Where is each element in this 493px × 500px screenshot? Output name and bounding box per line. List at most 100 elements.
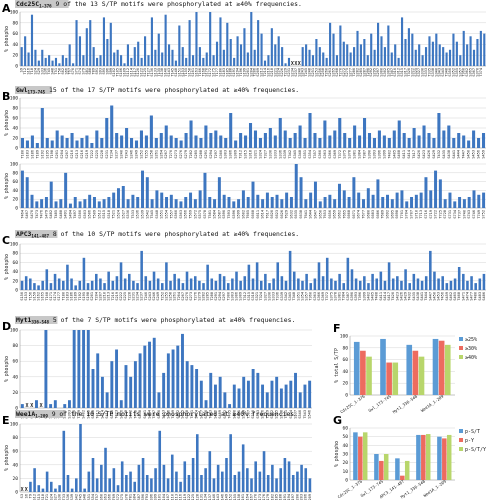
x-tick-label: S656 [328, 210, 332, 219]
x-tick-label: S330 [421, 68, 425, 77]
x-tick-label: T507 [246, 410, 250, 419]
bar [438, 44, 441, 66]
bar [301, 47, 304, 66]
bar [414, 194, 418, 208]
bar [400, 475, 405, 480]
x-tick-label: S722 [434, 210, 438, 219]
bar [141, 458, 145, 492]
bar [107, 197, 111, 208]
x-tick-label: T749 [477, 210, 481, 219]
bar [141, 170, 144, 208]
x-tick-label: S315 [400, 68, 404, 77]
x-tick-label: S596 [232, 210, 236, 219]
bar [49, 481, 53, 492]
bar [251, 369, 255, 408]
x-tick-label: S336 [278, 150, 282, 159]
x-tick-label: T432 [437, 150, 441, 159]
x-tick-label: S153 [24, 292, 28, 301]
x-tick-label: S203 [300, 494, 304, 500]
bar [86, 330, 90, 408]
bar [53, 400, 57, 408]
x-tick-label: S477 [470, 292, 474, 301]
x-tick-label: S491 [64, 210, 68, 219]
bar [270, 28, 273, 66]
bar [250, 12, 253, 66]
bar [175, 471, 178, 492]
x-tick-label: S530 [126, 210, 130, 219]
x-tick-label: T182 [270, 494, 274, 500]
x-tick-label: T158 [237, 494, 241, 500]
bar [234, 140, 238, 148]
bar [472, 130, 476, 148]
x-tick-label: T297 [214, 150, 218, 159]
x-tick-label: S405 [392, 150, 396, 159]
bar [299, 177, 303, 208]
x-tick-label: S668 [347, 210, 351, 219]
x-tick-label: S213 [107, 292, 111, 301]
x-tick-label: S357 [458, 68, 462, 77]
x-tick-label: S423 [422, 150, 426, 159]
x-tick-label: S285 [194, 150, 198, 159]
bar [278, 118, 282, 148]
legend-entry: ≥25% [465, 337, 477, 343]
bar [452, 138, 456, 148]
x-tick-label: S150 [20, 292, 24, 301]
bar [419, 192, 423, 208]
y-tick-label: 100 [10, 328, 19, 334]
x-tick-label: S96 [149, 494, 153, 500]
x-tick-label: S432 [129, 410, 133, 419]
x-tick-label: S282 [356, 68, 360, 77]
x-tick-label: S486 [213, 410, 217, 419]
bar [91, 458, 95, 492]
bar [41, 488, 45, 492]
bar [395, 458, 400, 480]
bar [159, 133, 163, 148]
y-tick-label: 20 [12, 278, 18, 284]
x-tick-label: S590 [222, 210, 226, 219]
bar [112, 468, 116, 492]
bar [204, 400, 208, 408]
panel-c-title: APC3141-487 8 of the 10 S/TP motifs were… [15, 230, 299, 239]
x-tick-label: S29 [37, 68, 41, 75]
x-tick-label: T557 [169, 210, 173, 219]
x-tick-label: S303 [224, 150, 228, 159]
bar [275, 478, 278, 492]
bar [342, 190, 346, 208]
bar [140, 250, 143, 290]
x-tick-label: S79 [81, 68, 85, 75]
x-tick-label: S279 [197, 292, 201, 301]
x-tick-label: S95 [102, 68, 106, 75]
bar [422, 125, 426, 148]
bar [255, 262, 259, 290]
y-tick-label: 40 [342, 443, 348, 449]
bar [129, 471, 132, 492]
bar [109, 22, 112, 66]
bar [356, 30, 359, 66]
x-tick-label: S494 [68, 210, 72, 219]
x-tick-label: S525 [275, 410, 279, 419]
y-tick-label: 20 [12, 197, 18, 203]
bar [229, 434, 232, 492]
bar [106, 39, 109, 66]
x-tick-label: S204 [249, 68, 253, 77]
bar [380, 36, 383, 66]
bar [244, 135, 248, 148]
legend-swatch [459, 429, 463, 433]
bar [432, 338, 439, 395]
bar [200, 475, 203, 492]
x-tick-label: S66 [108, 494, 112, 500]
bar [448, 49, 452, 66]
bar [232, 201, 236, 208]
bar [179, 201, 183, 208]
bar [309, 192, 313, 208]
bar [370, 33, 373, 66]
bar [116, 188, 120, 208]
x-tick-label: T33 [62, 494, 66, 500]
x-tick-label: S728 [443, 210, 447, 219]
x-tick-label: S369 [333, 150, 337, 159]
x-tick-label: S378 [333, 292, 337, 301]
bar [334, 280, 337, 290]
x-tick-label: T192 [78, 292, 82, 301]
